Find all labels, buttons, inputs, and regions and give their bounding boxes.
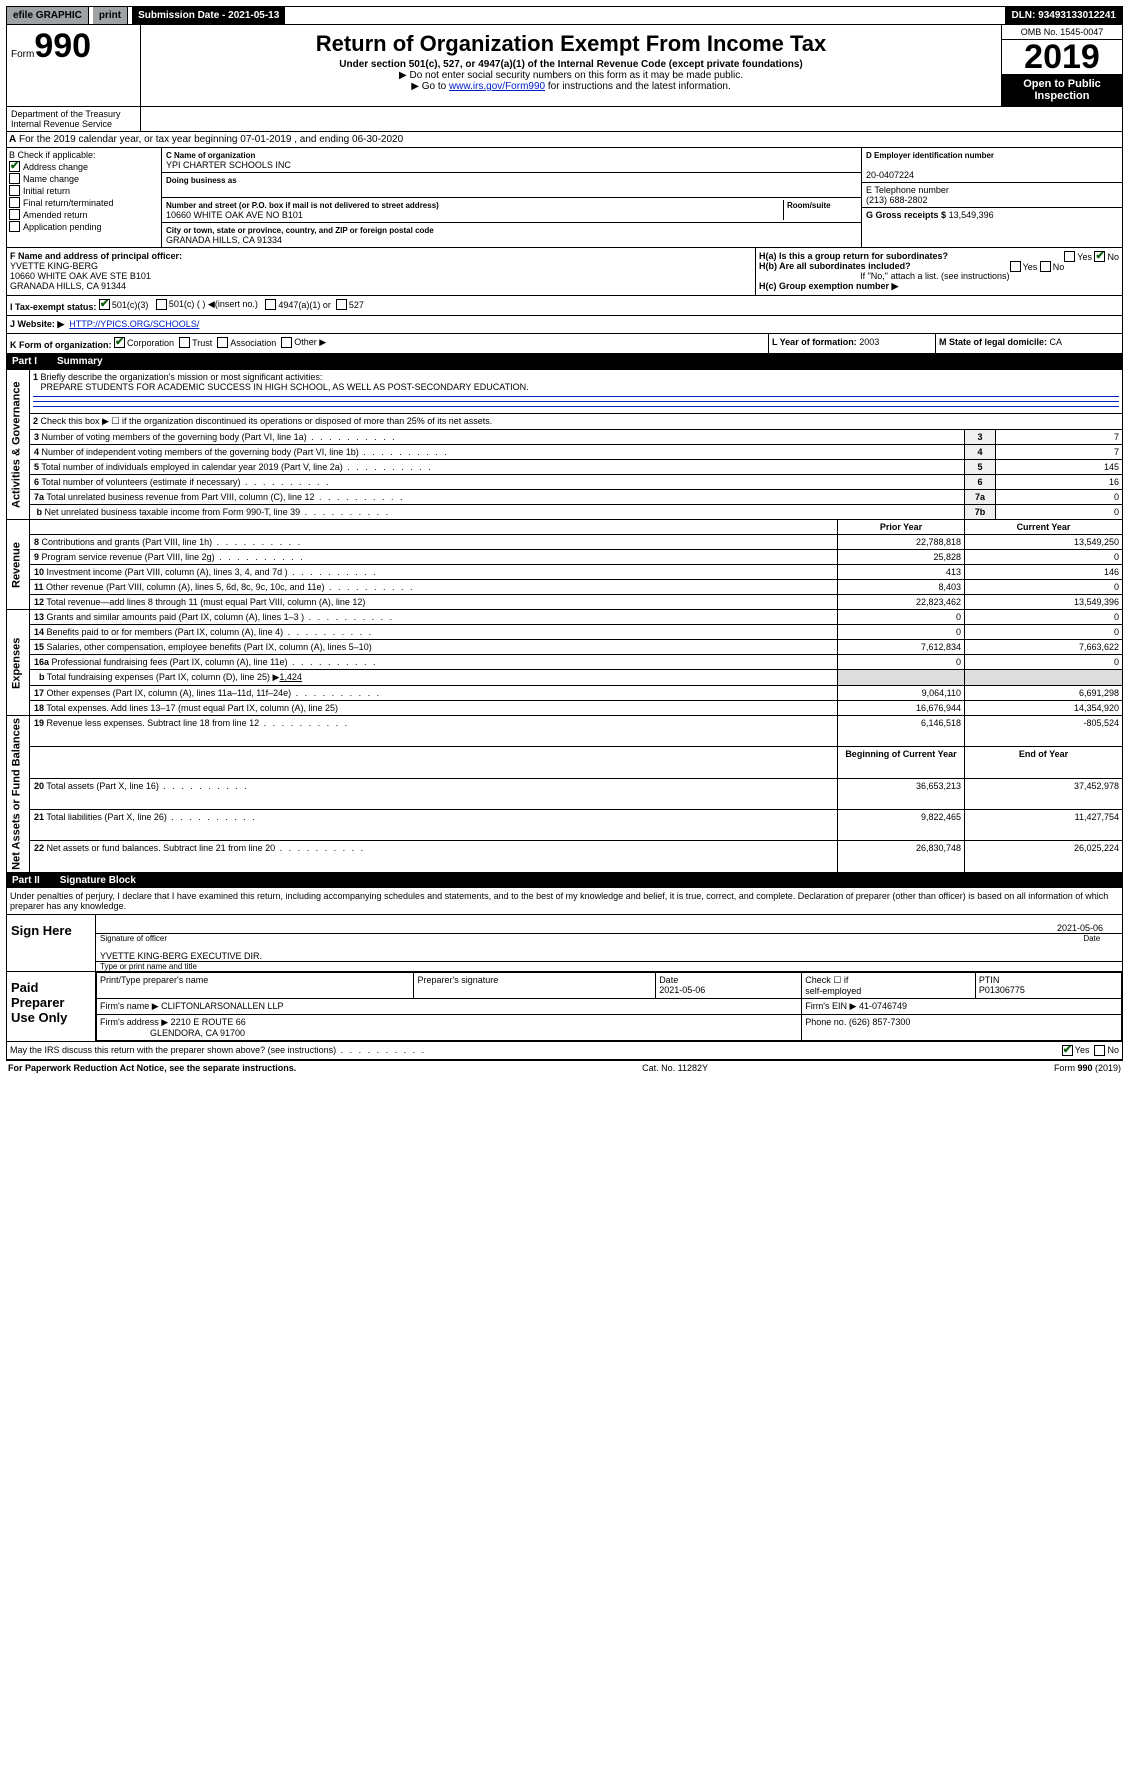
sidebar-gov: Activities & Governance xyxy=(7,370,30,520)
ha-no-check[interactable] xyxy=(1094,251,1105,262)
firm-ein: 41-0746749 xyxy=(859,1001,907,1011)
sign-date: 2021-05-06 xyxy=(1057,923,1103,933)
row-k: K Form of organization: Corporation Trus… xyxy=(6,334,1123,354)
mission: PREPARE STUDENTS FOR ACADEMIC SUCCESS IN… xyxy=(41,382,529,392)
street-address: 10660 WHITE OAK AVE NO B101 xyxy=(166,210,303,220)
name-label: C Name of organization xyxy=(166,151,255,160)
officer-sig-name: YVETTE KING-BERG EXECUTIVE DIR. xyxy=(100,951,262,961)
org-name: YPI CHARTER SCHOOLS INC xyxy=(166,160,291,170)
check-amended-return[interactable] xyxy=(9,209,20,220)
gross-receipts: 13,549,396 xyxy=(949,210,994,220)
form-id: Form990 xyxy=(7,25,141,106)
open-to-public: Open to PublicInspection xyxy=(1002,74,1122,106)
dln: DLN: 93493133012241 xyxy=(1005,7,1122,24)
summary-table: Activities & Governance 1 Briefly descri… xyxy=(6,369,1123,873)
dept-row: Department of the TreasuryInternal Reven… xyxy=(6,107,1123,132)
discuss-row: May the IRS discuss this return with the… xyxy=(6,1042,1123,1060)
check-initial-return[interactable] xyxy=(9,185,20,196)
firm-name: CLIFTONLARSONALLEN LLP xyxy=(161,1001,283,1011)
f-label: F Name and address of principal officer: xyxy=(10,251,182,261)
sidebar-rev: Revenue xyxy=(7,520,30,610)
header-title-block: Return of Organization Exempt From Incom… xyxy=(141,25,1002,106)
telephone: (213) 688-2802 xyxy=(866,195,928,205)
check-name-change[interactable] xyxy=(9,173,20,184)
header-right: OMB No. 1545-0047 2019 Open to PublicIns… xyxy=(1002,25,1122,106)
officer-addr: 10660 WHITE OAK AVE STE B101 xyxy=(10,271,151,281)
submission-date: Submission Date - 2021-05-13 xyxy=(132,7,285,24)
corp-check[interactable] xyxy=(114,337,125,348)
form-word: Form xyxy=(11,49,34,60)
firm-addr: 2210 E ROUTE 66 xyxy=(171,1017,246,1027)
addr-label: Number and street (or P.O. box if mail i… xyxy=(166,201,439,210)
domicile: CA xyxy=(1050,337,1063,347)
col-c: C Name of organizationYPI CHARTER SCHOOL… xyxy=(162,148,862,247)
ein: 20-0407224 xyxy=(866,170,914,180)
entity-block: B Check if applicable: Address changeNam… xyxy=(6,148,1123,248)
top-bar: efile GRAPHIC print Submission Date - 20… xyxy=(6,6,1123,25)
city-state-zip: GRANADA HILLS, CA 91334 xyxy=(166,235,282,245)
check-final-return-terminated[interactable] xyxy=(9,197,20,208)
part1-header: Part ISummary xyxy=(6,354,1123,369)
row-f-h: F Name and address of principal officer:… xyxy=(6,248,1123,296)
efile-btn[interactable]: efile GRAPHIC xyxy=(7,7,89,24)
ha-label: H(a) Is this a group return for subordin… xyxy=(759,251,948,261)
row-a: A For the 2019 calendar year, or tax yea… xyxy=(6,132,1123,148)
footer: For Paperwork Reduction Act Notice, see … xyxy=(6,1060,1123,1075)
dba-label: Doing business as xyxy=(166,176,237,185)
col-b: B Check if applicable: Address changeNam… xyxy=(7,148,162,247)
subtitle-3: ▶ Go to www.irs.gov/Form990 for instruct… xyxy=(149,81,993,92)
hc-label: H(c) Group exemption number ▶ xyxy=(759,281,898,291)
paid-label: Paid Preparer Use Only xyxy=(7,972,96,1041)
officer-name: YVETTE KING-BERG xyxy=(10,261,98,271)
header: Form990 Return of Organization Exempt Fr… xyxy=(6,25,1123,107)
subtitle-2: ▶ Do not enter social security numbers o… xyxy=(149,70,993,81)
col-b-label: B Check if applicable: xyxy=(9,150,159,160)
tax-year: 2019 xyxy=(1002,40,1122,74)
check-application-pending[interactable] xyxy=(9,221,20,232)
part2-header: Part IISignature Block xyxy=(6,873,1123,888)
ptin: P01306775 xyxy=(979,985,1025,995)
col-d: D Employer identification number 20-04072… xyxy=(862,148,1122,247)
year-formed: 2003 xyxy=(859,337,879,347)
firm-phone: (626) 857-7300 xyxy=(849,1017,911,1027)
dept-treasury: Department of the TreasuryInternal Reven… xyxy=(7,107,141,131)
hb-label: H(b) Are all subordinates included? xyxy=(759,261,911,271)
form-title: Return of Organization Exempt From Incom… xyxy=(149,31,993,57)
sign-here: Sign Here 2021-05-06 Signature of office… xyxy=(6,915,1123,972)
gross-label: G Gross receipts $ xyxy=(866,210,946,220)
website-link[interactable]: HTTP://YPICS.ORG/SCHOOLS/ xyxy=(69,319,199,329)
form-number: 990 xyxy=(34,27,91,65)
paid-preparer: Paid Preparer Use Only Print/Type prepar… xyxy=(6,972,1123,1042)
room-label: Room/suite xyxy=(787,201,831,210)
sidebar-exp: Expenses xyxy=(7,610,30,716)
subtitle-1: Under section 501(c), 527, or 4947(a)(1)… xyxy=(149,59,993,70)
sidebar-net: Net Assets or Fund Balances xyxy=(7,716,30,873)
print-btn[interactable]: print xyxy=(93,7,128,24)
501c3-check[interactable] xyxy=(99,299,110,310)
row-i: I Tax-exempt status: 501(c)(3) 501(c) ( … xyxy=(6,296,1123,316)
city-label: City or town, state or province, country… xyxy=(166,226,434,235)
perjury: Under penalties of perjury, I declare th… xyxy=(6,888,1123,915)
check-address-change[interactable] xyxy=(9,161,20,172)
sign-here-label: Sign Here xyxy=(7,915,96,971)
discuss-yes[interactable] xyxy=(1062,1045,1073,1056)
irs-link[interactable]: www.irs.gov/Form990 xyxy=(449,81,545,92)
officer-city: GRANADA HILLS, CA 91344 xyxy=(10,281,126,291)
h-note: If "No," attach a list. (see instruction… xyxy=(759,271,1119,281)
ein-label: D Employer identification number xyxy=(866,151,994,160)
row-j: J Website: ▶ HTTP://YPICS.ORG/SCHOOLS/ xyxy=(6,316,1123,334)
tel-label: E Telephone number xyxy=(866,185,949,195)
